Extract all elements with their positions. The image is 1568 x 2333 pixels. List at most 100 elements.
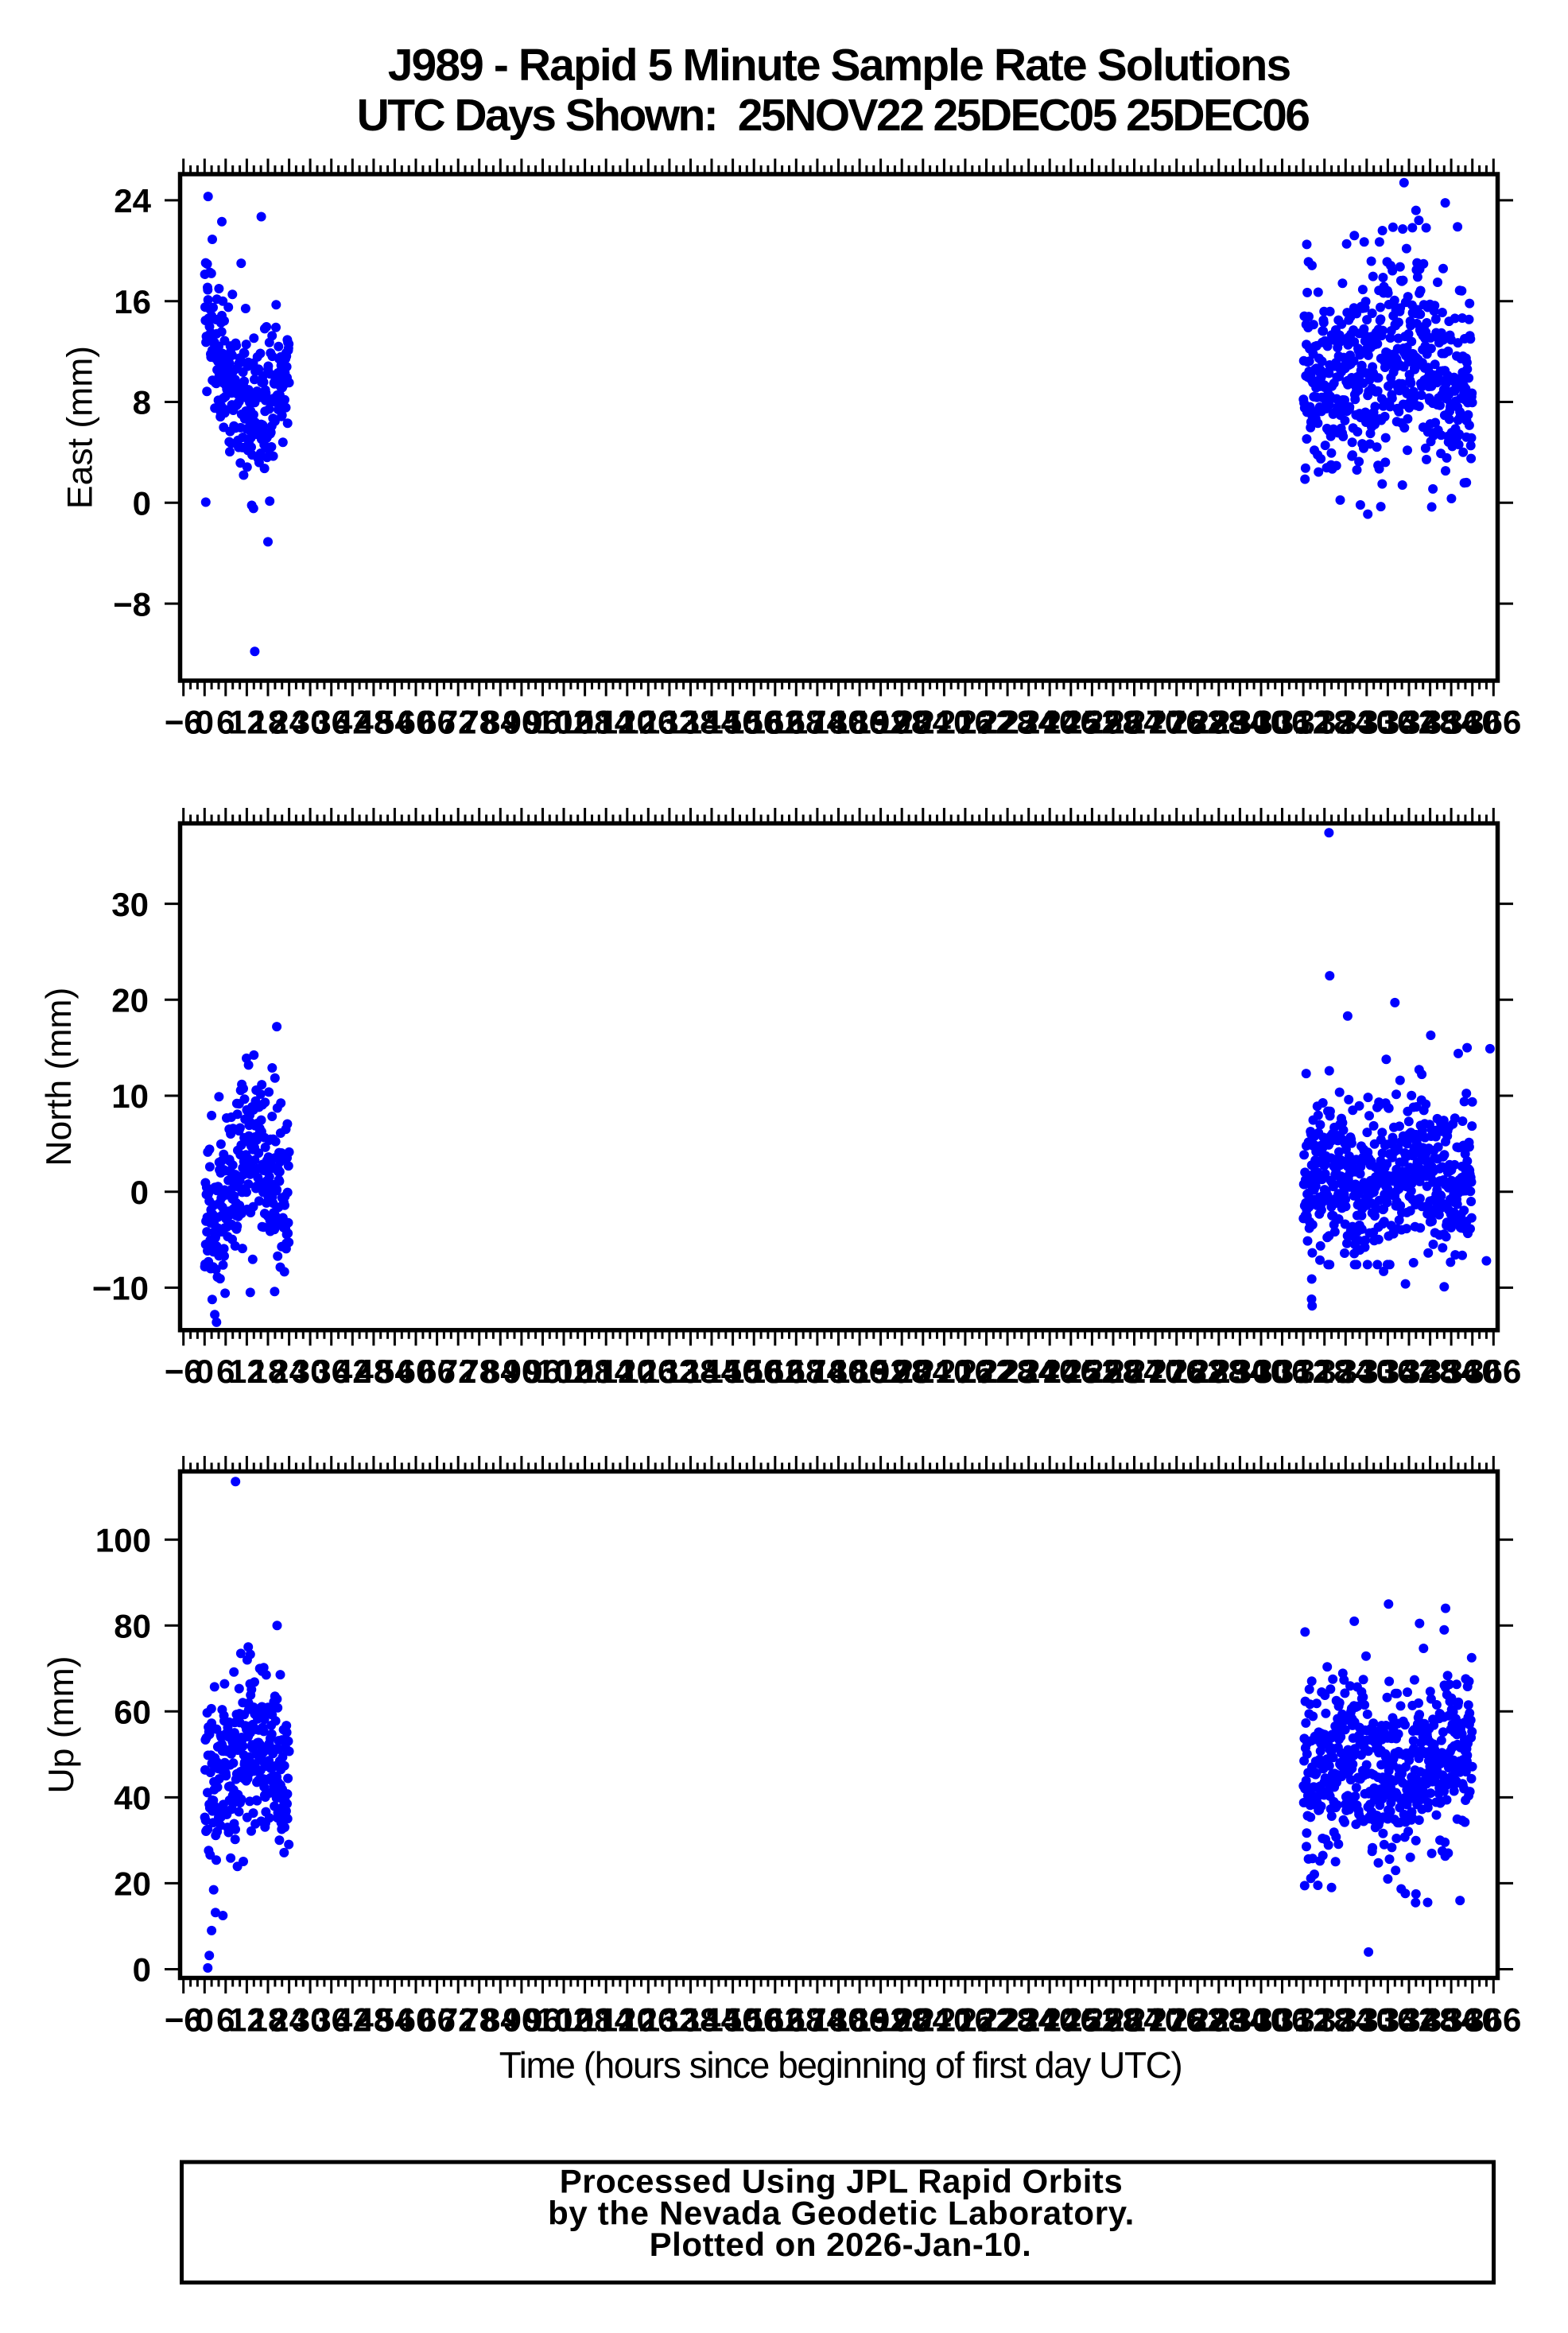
svg-text:282: 282 bbox=[1170, 704, 1225, 741]
svg-text:30: 30 bbox=[292, 704, 329, 741]
svg-text:60: 60 bbox=[114, 1694, 151, 1731]
svg-text:156: 156 bbox=[726, 704, 782, 741]
svg-text:132: 132 bbox=[642, 1353, 697, 1390]
svg-text:354: 354 bbox=[1423, 2001, 1480, 2039]
svg-text:108: 108 bbox=[557, 2001, 613, 2039]
svg-text:42: 42 bbox=[334, 704, 371, 741]
svg-text:348: 348 bbox=[1403, 2001, 1458, 2039]
svg-text:12: 12 bbox=[228, 1353, 266, 1390]
svg-text:180: 180 bbox=[810, 704, 866, 741]
svg-text:288: 288 bbox=[1191, 1353, 1247, 1390]
svg-text:318: 318 bbox=[1297, 704, 1353, 741]
svg-text:156: 156 bbox=[726, 1353, 782, 1390]
svg-text:0: 0 bbox=[133, 485, 151, 522]
svg-text:−8: −8 bbox=[113, 585, 151, 623]
svg-text:60: 60 bbox=[398, 2001, 435, 2039]
svg-text:40: 40 bbox=[114, 1780, 151, 1817]
svg-text:276: 276 bbox=[1149, 704, 1205, 741]
svg-text:Processed Using JPL Rapid Orbi: Processed Using JPL Rapid Orbits bbox=[560, 2162, 1123, 2199]
svg-text:366: 366 bbox=[1465, 704, 1521, 741]
svg-text:156: 156 bbox=[726, 2001, 782, 2039]
svg-text:264: 264 bbox=[1106, 1353, 1162, 1390]
svg-text:30: 30 bbox=[111, 886, 149, 923]
svg-text:264: 264 bbox=[1106, 704, 1162, 741]
svg-text:150: 150 bbox=[705, 704, 761, 741]
svg-text:294: 294 bbox=[1212, 704, 1268, 741]
svg-text:210: 210 bbox=[916, 704, 972, 741]
svg-text:78: 78 bbox=[460, 1353, 498, 1390]
svg-text:−6: −6 bbox=[165, 1353, 203, 1390]
svg-text:114: 114 bbox=[579, 1353, 633, 1390]
svg-text:108: 108 bbox=[557, 1353, 613, 1390]
svg-text:108: 108 bbox=[557, 704, 613, 741]
svg-text:48: 48 bbox=[355, 704, 393, 741]
svg-text:54: 54 bbox=[376, 2001, 413, 2039]
svg-text:192: 192 bbox=[853, 1353, 909, 1390]
svg-text:204: 204 bbox=[895, 1353, 952, 1390]
svg-text:78: 78 bbox=[460, 2001, 498, 2039]
svg-text:330: 330 bbox=[1339, 1353, 1395, 1390]
svg-text:60: 60 bbox=[398, 704, 435, 741]
svg-text:126: 126 bbox=[620, 1353, 676, 1390]
svg-text:114: 114 bbox=[579, 2001, 633, 2039]
svg-text:174: 174 bbox=[790, 704, 846, 741]
svg-text:Time (hours since beginning of: Time (hours since beginning of first day… bbox=[499, 2044, 1182, 2086]
svg-text:102: 102 bbox=[536, 2001, 592, 2039]
svg-text:96: 96 bbox=[524, 704, 561, 741]
svg-text:18: 18 bbox=[250, 2001, 287, 2039]
svg-text:306: 306 bbox=[1254, 2001, 1310, 2039]
svg-text:270: 270 bbox=[1127, 2001, 1183, 2039]
svg-text:294: 294 bbox=[1212, 1353, 1268, 1390]
svg-text:306: 306 bbox=[1254, 1353, 1310, 1390]
svg-text:222: 222 bbox=[958, 704, 1014, 741]
svg-text:48: 48 bbox=[355, 1353, 393, 1390]
svg-text:222: 222 bbox=[958, 2001, 1014, 2039]
svg-text:240: 240 bbox=[1022, 704, 1077, 741]
svg-text:348: 348 bbox=[1403, 1353, 1458, 1390]
svg-text:174: 174 bbox=[790, 1353, 846, 1390]
svg-text:162: 162 bbox=[747, 704, 803, 741]
svg-text:216: 216 bbox=[937, 704, 993, 741]
svg-text:30: 30 bbox=[292, 2001, 329, 2039]
svg-text:0: 0 bbox=[130, 1174, 149, 1211]
svg-text:by the Nevada Geodetic Laborat: by the Nevada Geodetic Laboratory. bbox=[548, 2195, 1135, 2232]
svg-text:168: 168 bbox=[768, 2001, 824, 2039]
svg-text:132: 132 bbox=[642, 2001, 697, 2039]
svg-text:138: 138 bbox=[662, 704, 718, 741]
svg-text:342: 342 bbox=[1381, 2001, 1437, 2039]
svg-text:198: 198 bbox=[874, 704, 930, 741]
svg-text:174: 174 bbox=[790, 2001, 846, 2039]
svg-text:144: 144 bbox=[684, 2001, 740, 2039]
svg-text:162: 162 bbox=[747, 1353, 803, 1390]
svg-text:24: 24 bbox=[114, 182, 151, 219]
svg-text:288: 288 bbox=[1191, 704, 1247, 741]
svg-text:Up (mm): Up (mm) bbox=[42, 1656, 81, 1793]
svg-text:150: 150 bbox=[705, 2001, 761, 2039]
svg-text:24: 24 bbox=[270, 2001, 308, 2039]
svg-text:132: 132 bbox=[642, 704, 697, 741]
svg-text:36: 36 bbox=[312, 704, 350, 741]
svg-text:228: 228 bbox=[980, 2001, 1035, 2039]
svg-text:246: 246 bbox=[1043, 704, 1099, 741]
svg-text:354: 354 bbox=[1423, 1353, 1480, 1390]
svg-text:24: 24 bbox=[270, 704, 308, 741]
svg-text:312: 312 bbox=[1275, 1353, 1331, 1390]
svg-text:12: 12 bbox=[228, 704, 266, 741]
svg-text:252: 252 bbox=[1064, 2001, 1120, 2039]
svg-text:102: 102 bbox=[536, 704, 592, 741]
svg-text:18: 18 bbox=[250, 1353, 287, 1390]
svg-text:114: 114 bbox=[579, 704, 633, 741]
svg-text:100: 100 bbox=[95, 1521, 151, 1559]
svg-text:336: 336 bbox=[1360, 1353, 1415, 1390]
svg-text:24: 24 bbox=[270, 1353, 308, 1390]
svg-text:Plotted on 2026-Jan-10.: Plotted on 2026-Jan-10. bbox=[650, 2226, 1032, 2263]
svg-text:306: 306 bbox=[1254, 704, 1310, 741]
svg-text:−10: −10 bbox=[92, 1270, 149, 1307]
svg-text:UTC Days Shown: 25NOV22 25DEC: UTC Days Shown: 25NOV22 25DEC05 25DEC06 bbox=[357, 90, 1310, 141]
svg-text:216: 216 bbox=[937, 1353, 993, 1390]
svg-text:180: 180 bbox=[810, 1353, 866, 1390]
svg-text:288: 288 bbox=[1191, 2001, 1247, 2039]
svg-text:246: 246 bbox=[1043, 2001, 1099, 2039]
svg-text:168: 168 bbox=[768, 704, 824, 741]
svg-text:96: 96 bbox=[524, 2001, 561, 2039]
